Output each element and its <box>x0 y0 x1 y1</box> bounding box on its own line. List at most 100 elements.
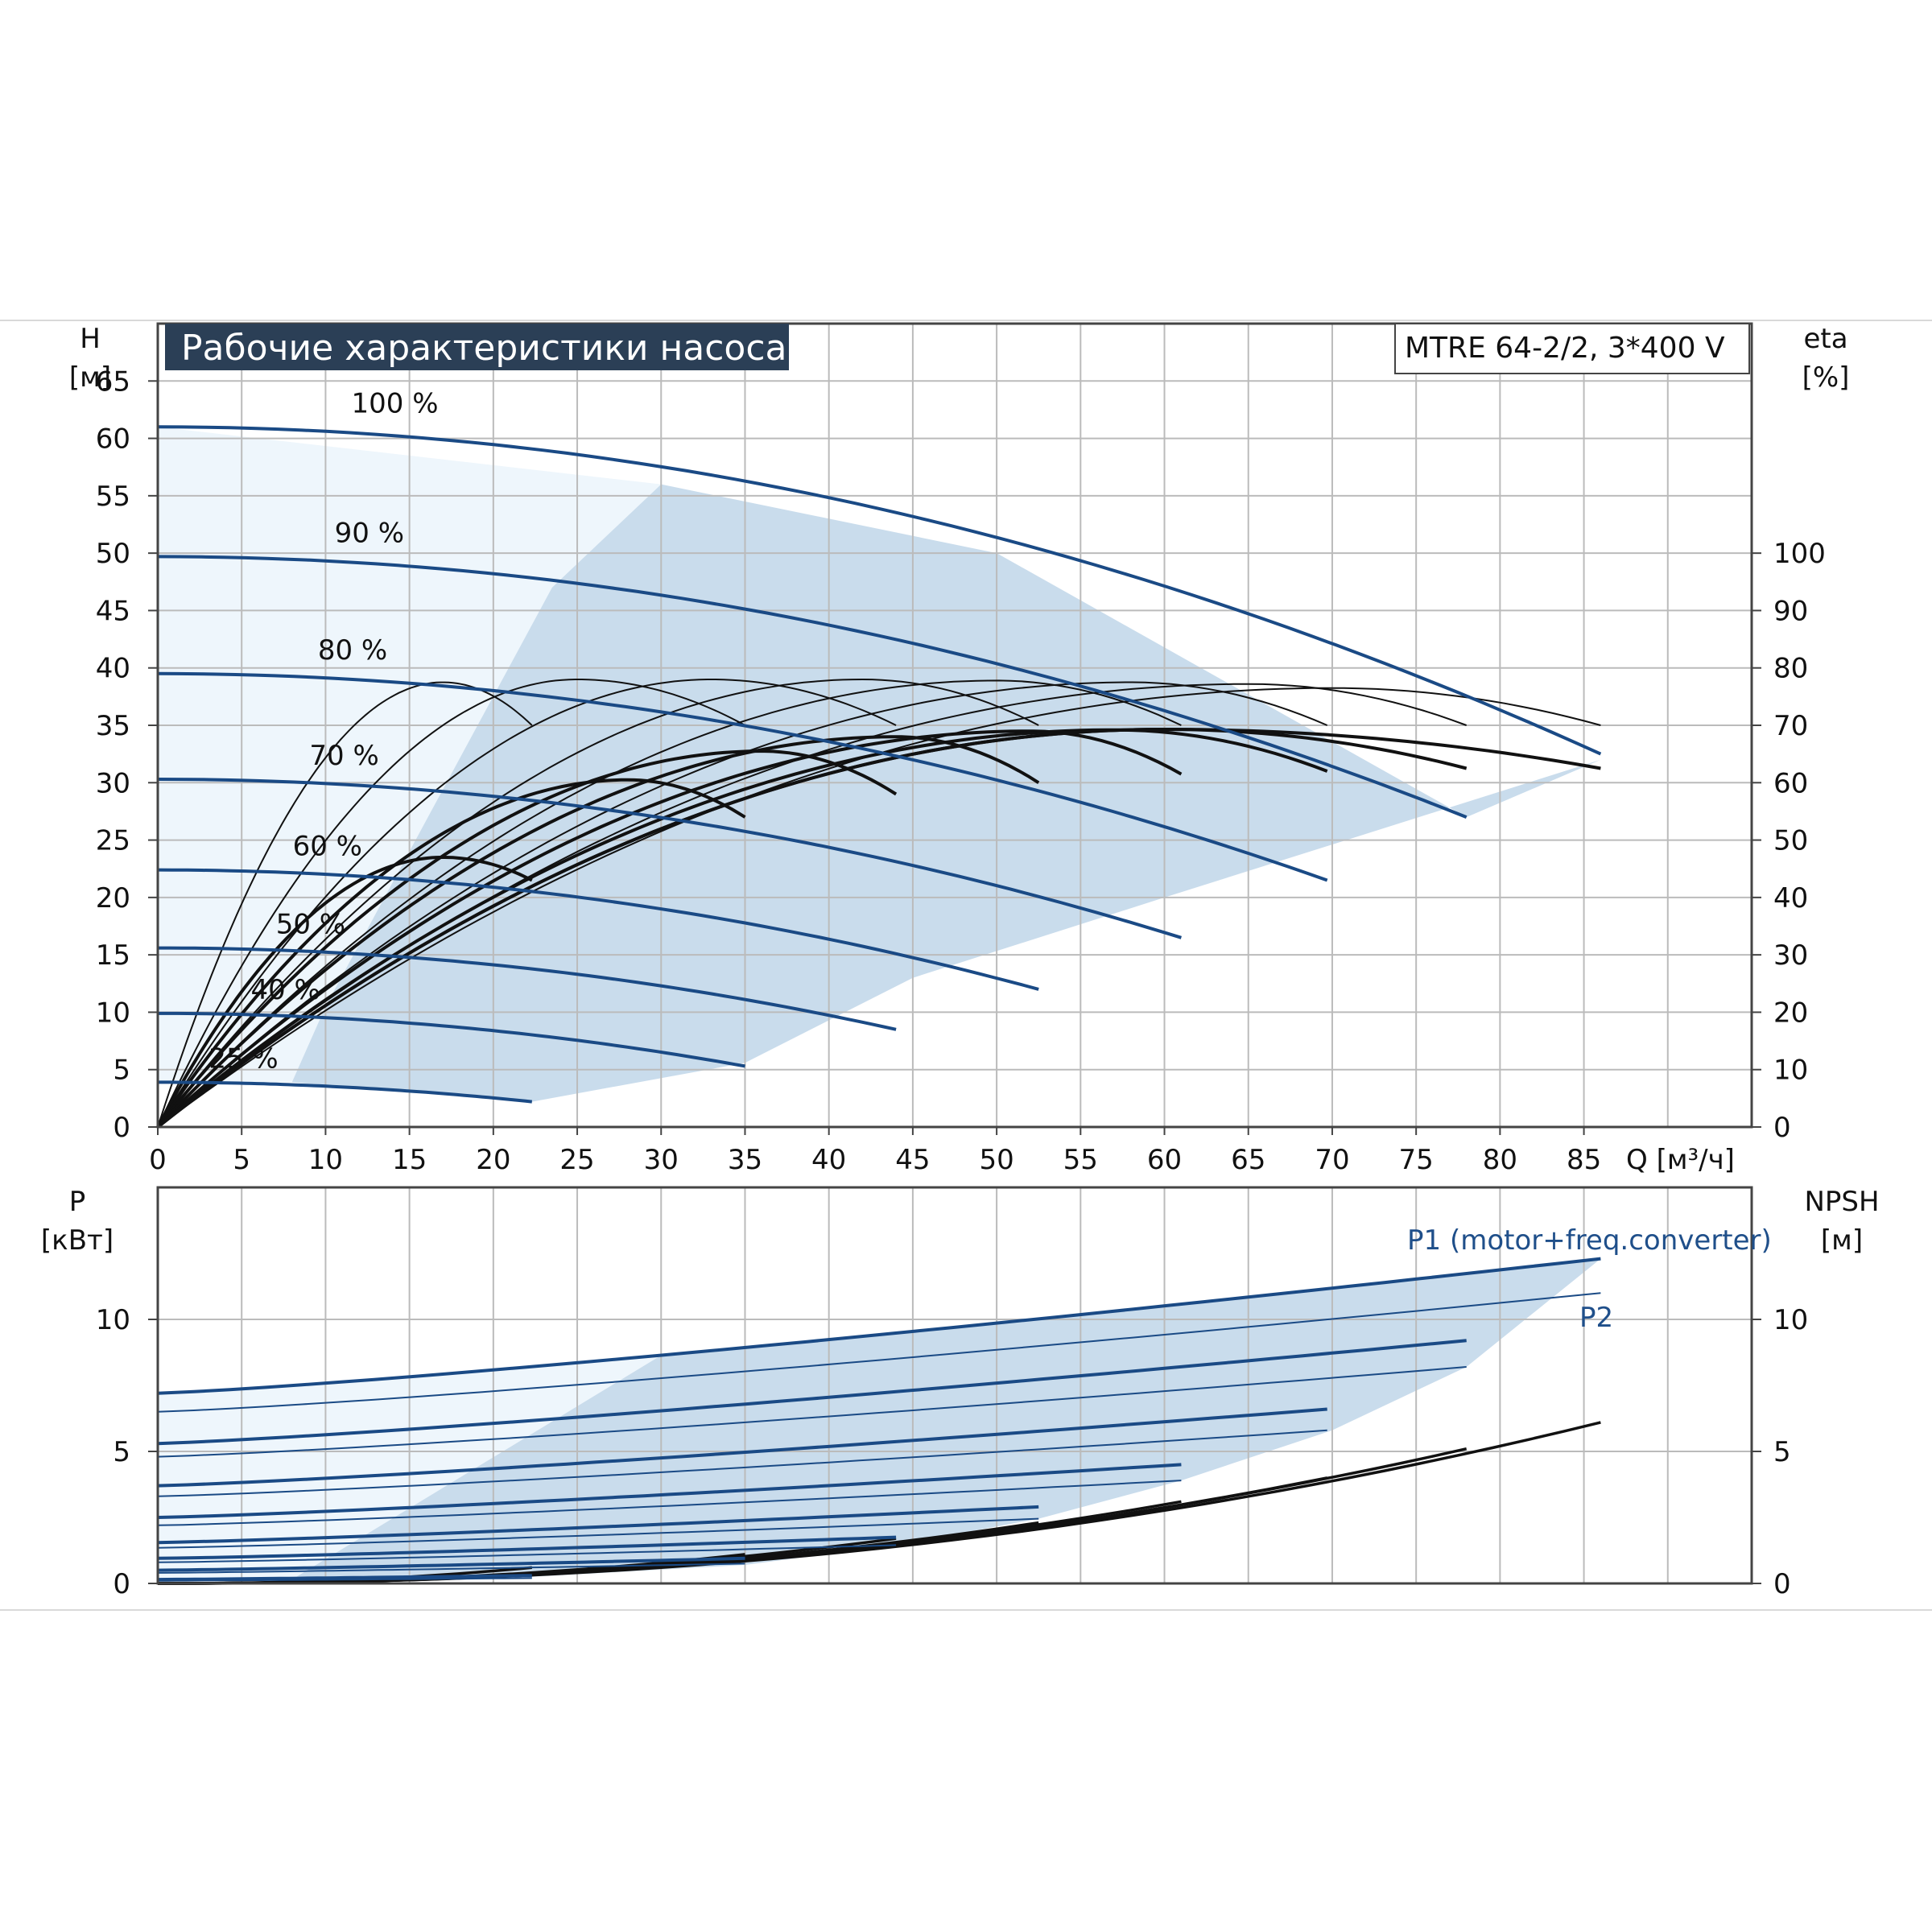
power-range-fill <box>158 1258 1601 1581</box>
npsh-tick-label: 0 <box>1773 1568 1791 1600</box>
p2-curve <box>157 1480 1182 1526</box>
efficiency-curve <box>157 679 745 1128</box>
y2-tick-label: 80 <box>1773 653 1808 685</box>
p1-curve <box>157 1407 1327 1488</box>
x-tick-label: 45 <box>895 1144 930 1176</box>
npsh-tick-label: 5 <box>1773 1436 1791 1468</box>
p2-curve <box>157 1517 1039 1549</box>
efficiency-curve-heavy <box>156 749 898 1129</box>
p1-series-label: P1 (motor+freq.converter) <box>1407 1224 1772 1257</box>
title-banner <box>165 324 789 370</box>
p1-curve <box>157 1535 897 1560</box>
head-curves <box>157 425 1602 1104</box>
speed-label: 40 % <box>250 974 320 1006</box>
speed-label: 70 % <box>309 740 378 772</box>
power-range-area <box>291 1258 1601 1580</box>
x-tick-label: 55 <box>1063 1144 1098 1176</box>
x-tick-label: 70 <box>1315 1144 1349 1176</box>
x-tick-label: 80 <box>1483 1144 1517 1176</box>
y-tick-label: 35 <box>96 710 130 742</box>
y-tick-label: 45 <box>96 595 130 627</box>
x-tick-label: 15 <box>392 1144 427 1176</box>
p2-curve <box>157 1292 1601 1413</box>
speed-label: 60 % <box>293 831 362 863</box>
x-tick-label: 30 <box>644 1144 679 1176</box>
efficiency-curve-heavy <box>156 856 533 1128</box>
y2-axis-unit: [%] <box>1802 361 1850 394</box>
p2-curve <box>157 1366 1467 1458</box>
chart-title: Рабочие характеристики насоса <box>181 328 786 369</box>
y-tick-label: 25 <box>96 825 130 857</box>
x-tick-label: 85 <box>1567 1144 1601 1176</box>
p-tick-label: 0 <box>113 1568 130 1600</box>
p1-curves <box>157 1257 1601 1582</box>
y2-tick-label: 20 <box>1773 997 1808 1029</box>
speed-label: 50 % <box>276 909 345 941</box>
head-curve <box>158 1011 745 1068</box>
npsh-tick-label: 10 <box>1773 1304 1808 1336</box>
speed-labels: 100 % 90 % 80 % 70 % 60 % 50 % 40 % 25 % <box>208 387 438 1075</box>
x-tick-label: 5 <box>233 1144 250 1176</box>
y-tick-label: 50 <box>96 538 130 570</box>
efficiency-curve-heavy <box>156 735 1040 1129</box>
p-tick-label: 10 <box>96 1304 130 1336</box>
x-tick-label: 75 <box>1399 1144 1434 1176</box>
p-axis-label: P <box>69 1186 86 1218</box>
p2-curves <box>157 1292 1601 1582</box>
y2-tick-label: 70 <box>1773 710 1808 742</box>
p1-curve <box>157 1339 1467 1446</box>
y-tick-label: 30 <box>96 767 130 799</box>
p-tick-label: 5 <box>113 1436 130 1468</box>
x-tick-label: 65 <box>1231 1144 1265 1176</box>
p1-curve <box>157 1574 532 1582</box>
y-tick-label: 15 <box>96 939 130 972</box>
y2-tick-label: 90 <box>1773 595 1808 627</box>
p1-curve <box>157 1505 1039 1545</box>
upper-tick-labels: 0 5 10 15 20 25 30 35 40 45 50 55 60 65 70 75 80 85 0 5 10 15… <box>96 365 1826 1176</box>
efficiency-curve <box>157 681 533 1128</box>
x-tick-label: 50 <box>979 1144 1013 1176</box>
speed-label: 100 % <box>352 387 439 419</box>
head-curve <box>157 778 1182 939</box>
y-tick-label: 40 <box>96 653 130 685</box>
x-tick-label: 0 <box>149 1144 167 1176</box>
y2-tick-label: 60 <box>1773 767 1808 799</box>
y-axis-label: H <box>80 323 101 355</box>
x-tick-label: 10 <box>308 1144 343 1176</box>
model-box <box>1394 323 1750 374</box>
x-tick-label: 20 <box>476 1144 510 1176</box>
model-label: MTRE 64-2/2, 3*400 V <box>1405 332 1725 365</box>
x-tick-label: 35 <box>728 1144 762 1176</box>
speed-label: 90 % <box>335 517 404 549</box>
efficiency-curve <box>157 679 1182 1128</box>
p2-curve <box>157 1544 897 1563</box>
power-npsh-panel: 0 5 10 0 5 10 P [кВт] NPSH [м] P1 (motor+freq… <box>41 1186 1880 1600</box>
x-axis-label: Q [м³/ч] <box>1626 1144 1735 1176</box>
y2-axis-label: eta <box>1803 323 1847 355</box>
head-efficiency-panel: 100 % 90 % 80 % 70 % 60 % 50 % 40 % 25 % 0 5 10 15… <box>69 322 1850 1176</box>
efficiency-curve-heavy <box>156 729 1183 1129</box>
y-tick-label: 55 <box>96 481 130 513</box>
head-curve <box>158 1080 533 1104</box>
y2-tick-label: 10 <box>1773 1055 1808 1087</box>
operating-range-area <box>291 484 1601 1102</box>
y-tick-label: 5 <box>113 1055 130 1087</box>
y-tick-label: 60 <box>96 423 130 456</box>
efficiency-curves <box>156 678 1601 1129</box>
x-tick-label: 25 <box>559 1144 594 1176</box>
y2-tick-label: 50 <box>1773 825 1808 857</box>
p1-curve <box>157 1463 1182 1519</box>
p2-curve <box>157 1429 1327 1497</box>
p2-curve <box>157 1563 745 1574</box>
x-tick-label: 60 <box>1147 1144 1182 1176</box>
head-curve <box>158 946 897 1031</box>
y2-tick-label: 40 <box>1773 882 1808 914</box>
y2-tick-label: 0 <box>1773 1112 1791 1144</box>
upper-plot-frame <box>156 322 1753 1129</box>
x-tick-label: 40 <box>811 1144 846 1176</box>
head-curve <box>157 671 1328 882</box>
p1-curve <box>157 1257 1601 1395</box>
head-curve <box>157 868 1039 991</box>
y-tick-label: 65 <box>96 365 130 398</box>
